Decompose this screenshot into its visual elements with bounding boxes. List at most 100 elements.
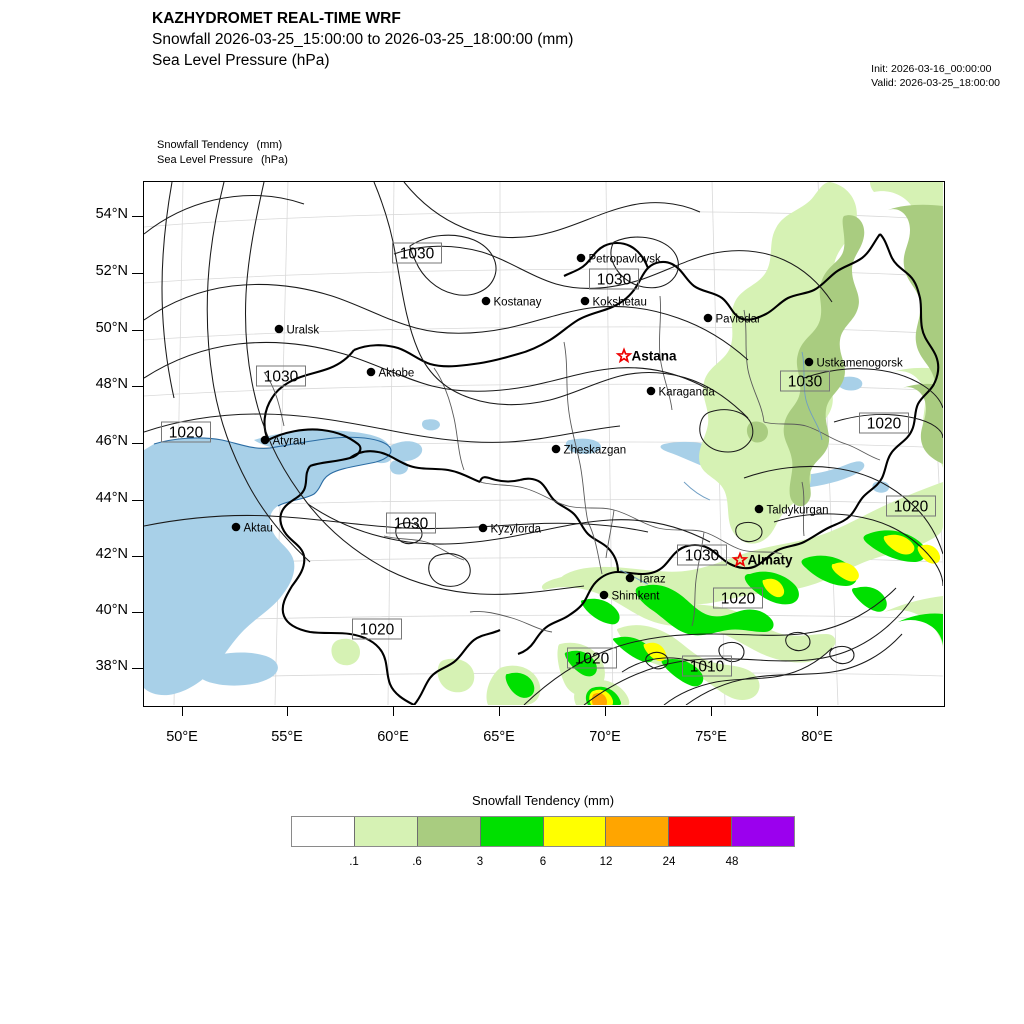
colorbar-tick-.1: .1	[349, 856, 359, 868]
lat-tick-54	[132, 216, 143, 217]
colorbar-tick-48: 48	[725, 856, 739, 868]
isobar-label-box	[386, 512, 436, 534]
isobar-label-box	[392, 242, 442, 264]
isobar-label-1020-10: 1020	[352, 618, 402, 640]
colorbar-title: Snowfall Tendency (mm)	[471, 793, 615, 808]
lat-label-48: 48°N	[95, 376, 128, 392]
city-dot-icon	[274, 324, 284, 334]
field-legend: Snowfall Tendency (mm) Sea Level Pressure…	[157, 138, 288, 167]
isobar-label-value: 1030	[685, 548, 720, 565]
city-marker-shimkent[interactable]: Shimkent	[599, 591, 661, 603]
colorbar-swatch-5[interactable]	[606, 817, 670, 846]
city-dot-icon	[366, 367, 376, 377]
city-marker-petropavlovsk[interactable]: Petropavlovsk	[576, 254, 661, 266]
isobar-label-1030-8: 1030	[677, 544, 727, 566]
isobar-label-1020-9: 1020	[713, 587, 763, 609]
isobar-label-value: 1020	[575, 651, 610, 668]
isobar-label-1010-12: 1010	[682, 655, 732, 677]
lat-tick-50	[132, 330, 143, 331]
city-marker-aktobe[interactable]: Aktobe	[366, 367, 415, 380]
city-marker-atyrau[interactable]: Atyrau	[260, 436, 306, 448]
lat-tick-40	[132, 612, 143, 613]
isobar-label-1020-5: 1020	[859, 412, 909, 434]
city-label-aktobe: Aktobe	[379, 368, 415, 380]
isobar-label-value: 1020	[894, 499, 929, 516]
city-marker-pavlodar[interactable]: Pavlodar	[703, 313, 762, 326]
isobar-label-value: 1020	[169, 425, 204, 442]
lat-label-44: 44°N	[95, 490, 128, 506]
isobar-label-value: 1030	[597, 272, 632, 289]
city-label-petropavlovsk: Petropavlovsk	[589, 254, 661, 266]
isobar-label-box	[682, 655, 732, 677]
lat-label-40: 40°N	[95, 602, 128, 618]
colorbar-tick-.6: .6	[412, 856, 422, 868]
city-label-aktau: Aktau	[244, 523, 273, 535]
lon-label-70: 70°E	[589, 729, 621, 745]
isobar-label-value: 1030	[394, 516, 429, 533]
city-label-pavlodar: Pavlodar	[716, 314, 762, 326]
colorbar[interactable]	[291, 816, 795, 847]
city-dot-icon	[625, 573, 635, 583]
city-marker-kokshetau[interactable]: Kokshetau	[580, 297, 647, 309]
colorbar-swatch-6[interactable]	[669, 817, 733, 846]
isobar-label-1030-1: 1030	[589, 268, 639, 290]
isobar-label-1020-4: 1020	[161, 421, 211, 443]
pressure-contour-labels: 1030 1030 1030 1030 1020 1020 1030 1020 1030 1020…	[161, 242, 936, 677]
city-marker-astana[interactable]: Astana	[615, 347, 677, 364]
city-dot-icon	[551, 444, 561, 454]
lat-label-52: 52°N	[95, 263, 128, 279]
capital-star-icon	[615, 347, 633, 364]
city-dot-icon	[754, 504, 764, 514]
isobar-label-box	[859, 412, 909, 434]
isobar-label-value: 1020	[360, 622, 395, 639]
colorbar-swatch-2[interactable]	[417, 817, 481, 846]
lat-tick-44	[132, 500, 143, 501]
city-label-kostanay: Kostanay	[494, 297, 542, 309]
colorbar-swatch-3[interactable]	[480, 817, 544, 846]
init-time-label: Init: 2026-03-16_00:00:00	[871, 63, 992, 75]
header-block: KAZHYDROMET REAL-TIME WRF Snowfall 2026-…	[152, 8, 852, 71]
city-marker-almaty[interactable]: Almaty	[731, 551, 793, 568]
city-marker-kyzylorda[interactable]: Kyzylorda	[478, 524, 542, 536]
colorbar-tick-3: 3	[476, 856, 484, 868]
colorbar-swatch-7[interactable]	[732, 817, 794, 846]
city-marker-ustkamenogorsk[interactable]: Ustkamenogorsk	[804, 358, 904, 370]
city-marker-taldykurgan[interactable]: Taldykurgan	[754, 504, 829, 517]
oblast-boundaries	[263, 295, 881, 633]
city-marker-aktau[interactable]: Aktau	[231, 523, 273, 535]
lon-label-80: 80°E	[801, 729, 833, 745]
weather-map[interactable]: Petropavlovsk Kostanay Kokshetau Pavlodar Ur…	[143, 181, 945, 707]
colorbar-swatch-1[interactable]	[354, 817, 418, 846]
lat-tick-46	[132, 443, 143, 444]
colorbar-swatch-4[interactable]	[543, 817, 607, 846]
lon-label-65: 65°E	[483, 729, 515, 745]
isobar-label-box	[256, 365, 306, 387]
lat-label-50: 50°N	[95, 320, 128, 336]
city-label-zheskazgan: Zheskazgan	[564, 445, 627, 457]
country-borders	[263, 233, 940, 705]
lon-label-55: 55°E	[271, 729, 303, 745]
city-label-ustkamenogorsk: Ustkamenogorsk	[817, 358, 904, 370]
lon-label-50: 50°E	[166, 729, 198, 745]
colorbar-swatch-0[interactable]	[292, 817, 355, 846]
lon-tick-65	[499, 707, 500, 716]
lon-tick-80	[817, 707, 818, 716]
city-marker-uralsk[interactable]: Uralsk	[274, 324, 320, 337]
slp-subtitle: Sea Level Pressure (hPa)	[152, 52, 330, 69]
lat-label-42: 42°N	[95, 546, 128, 562]
isobar-label-1030-0: 1030	[392, 242, 442, 264]
field-legend-snowfall-name: Snowfall Tendency	[157, 139, 249, 151]
city-marker-taraz[interactable]: Taraz	[625, 573, 666, 586]
isobar-label-1030-2: 1030	[256, 365, 306, 387]
city-dot-icon	[646, 386, 656, 396]
city-marker-zheskazgan[interactable]: Zheskazgan	[551, 444, 627, 457]
isobar-label-box	[352, 618, 402, 640]
isobar-label-value: 1020	[721, 591, 756, 608]
isobar-label-box	[589, 268, 639, 290]
city-marker-kostanay[interactable]: Kostanay	[481, 297, 542, 309]
field-legend-slp-unit: (hPa)	[261, 153, 288, 166]
lon-tick-70	[605, 707, 606, 716]
city-marker-karaganda[interactable]: Karaganda	[646, 386, 716, 399]
lon-tick-50	[182, 707, 183, 716]
city-dot-icon	[703, 313, 713, 323]
